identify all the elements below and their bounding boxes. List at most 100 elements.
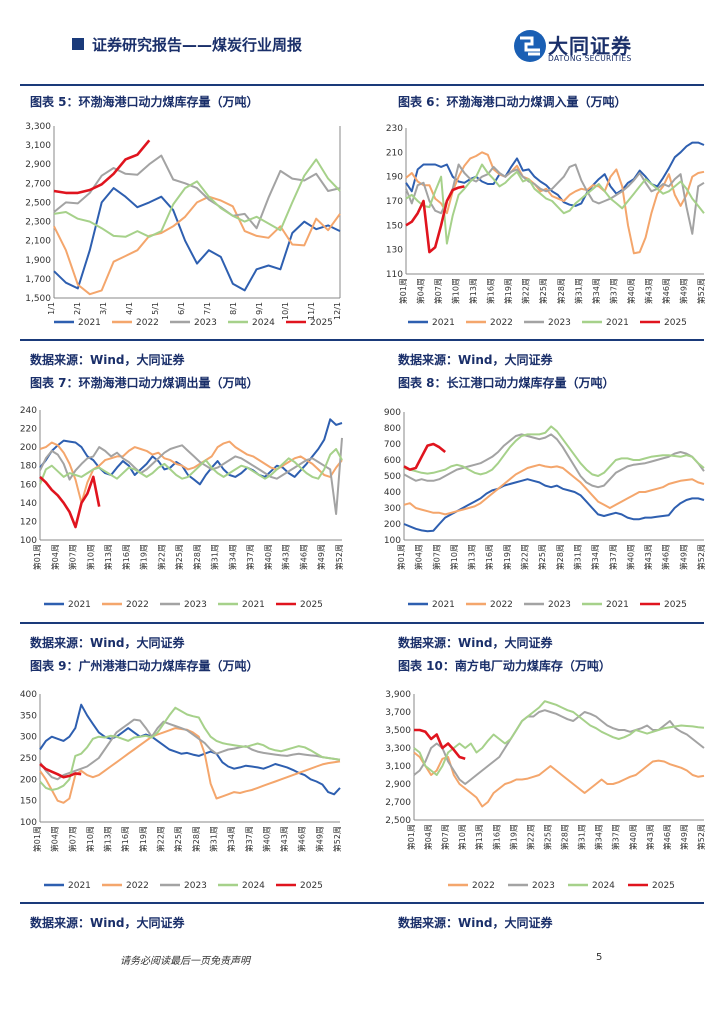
y-tick-label: 2,100 [25,237,51,247]
series-line-2021 [39,703,341,796]
chart-10: 2,500 2,700 2,900 3,100 3,300 3,500 3,700 3,900… [385,690,706,891]
chart-5-title: 图表 5：环渤海港口动力煤库存量（万吨） [30,95,259,109]
x-tick-label: 第19周 [508,824,518,850]
series-line-2025 [53,139,151,195]
x-tick-label: 第25周 [173,826,183,852]
x-tick-label: 第07周 [67,826,77,852]
x-tick-label: 第07周 [68,544,78,570]
legend-label: 2021 [68,881,91,891]
x-tick-label: 第13周 [474,824,484,850]
y-tick-label: 140 [20,499,37,509]
y-tick-label: 350 [20,711,37,721]
x-tick-label: 第13周 [103,826,113,852]
y-tick-label: 2,500 [25,198,51,208]
x-tick-label: 第31周 [573,278,583,304]
x-tick-label: 第49周 [678,278,688,304]
y-tick-label: 200 [20,775,37,785]
x-tick-label: 第13周 [103,544,113,570]
x-tick-label: 第49周 [679,824,689,850]
x-tick-label: 第52周 [696,278,706,304]
logo-icon [514,30,546,62]
x-tick-label: 第40周 [626,278,636,304]
x-tick-label: 第37周 [245,544,255,570]
series-line-2022 [39,440,343,504]
y-tick-label: 220 [20,425,37,435]
x-tick-label: 2/1 [73,302,82,315]
y-tick-label: 2,900 [385,780,411,790]
y-tick-label: 240 [20,406,37,416]
y-tick-label: 400 [20,690,37,700]
series-line-2025 [403,442,447,471]
series-line-2023 [53,154,341,230]
chart-9-title: 图表 9：广州港港口动力煤库存量（万吨） [30,659,259,673]
source-note-4: 数据来源：Wind，大同证券 [398,636,553,650]
series-line-2022 [403,463,705,516]
x-tick-label: 第16周 [484,544,494,570]
x-tick-label: 第40周 [261,826,271,852]
series-line-2022 [413,751,705,808]
rule-row1 [20,339,704,341]
legend-label: 2025 [652,881,675,891]
y-tick-label: 230 [386,124,403,134]
footer-disclaimer: 请务必阅读最后一页免责声明 [120,956,250,967]
chart-6: 110 130 150 170 190 210 230 第01周 第04周 第07周 第10周 第13… [386,124,706,328]
y-tick-label: 250 [20,754,37,764]
x-tick-label: 第19周 [138,826,148,852]
rule-row3 [20,902,704,904]
x-tick-label: 3/1 [99,302,108,315]
x-tick-label: 第34周 [226,826,236,852]
x-tick-label: 第19周 [503,278,513,304]
x-tick-label: 第46周 [661,278,671,304]
x-tick-label: 第25周 [537,544,547,570]
y-tick-label: 2,700 [25,179,51,189]
legend-label: 2025 [310,318,333,328]
x-tick-label: 第34周 [591,278,601,304]
chart-8-title: 图表 8：长江港口动力煤库存量（万吨） [398,376,615,390]
header-square [72,38,84,50]
y-tick-label: 1,900 [25,256,51,266]
x-tick-label: 第07周 [431,544,441,570]
x-tick-label: 第01周 [32,544,42,570]
legend-label: 2022 [126,600,149,610]
x-tick-label: 第10周 [85,544,95,570]
x-tick-label: 第31周 [208,826,218,852]
y-tick-label: 3,300 [385,744,411,754]
series-line-2021 [403,478,705,533]
series-line-2022 [53,195,341,296]
legend-label: 2025 [664,318,687,328]
series-line-2023 [405,163,705,235]
y-tick-label: 3,300 [25,122,51,132]
source-note-6: 数据来源：Wind，大同证券 [398,916,553,930]
y-tick-label: 2,300 [25,218,51,228]
y-tick-label: 900 [384,408,401,418]
y-tick-label: 200 [384,520,401,530]
x-tick-label: 第43周 [643,278,653,304]
x-tick-label: 第31周 [572,544,582,570]
legend-label: 2022 [490,318,513,328]
y-tick-label: 2,700 [385,798,411,808]
x-tick-label: 第46周 [298,544,308,570]
series-line-2021 [39,448,343,485]
x-tick-label: 第22周 [520,544,530,570]
x-tick-label: 第49周 [678,544,688,570]
y-tick-label: 300 [384,504,401,514]
chart-10-title: 图表 10：南方电厂动力煤库存（万吨） [398,659,611,673]
y-tick-label: 600 [384,456,401,466]
y-tick-label: 210 [386,148,403,158]
x-tick-label: 第52周 [696,824,706,850]
x-tick-label: 第28周 [192,544,202,570]
x-tick-label: 第22周 [156,544,166,570]
series-line-2021 [53,187,341,292]
x-tick-label: 第28周 [560,824,570,850]
page-number: 5 [596,952,603,963]
legend-label: 2021 [242,600,265,610]
logo-name-cn: 大同证券 [548,34,632,58]
y-tick-label: 180 [20,462,37,472]
x-tick-label: 第34周 [227,544,237,570]
y-tick-label: 100 [20,818,37,828]
legend-label: 2024 [242,881,265,891]
y-tick-label: 1,700 [25,275,51,285]
y-tick-label: 160 [20,480,37,490]
source-note-2: 数据来源：Wind，大同证券 [398,353,553,367]
y-tick-label: 2,500 [385,816,411,826]
